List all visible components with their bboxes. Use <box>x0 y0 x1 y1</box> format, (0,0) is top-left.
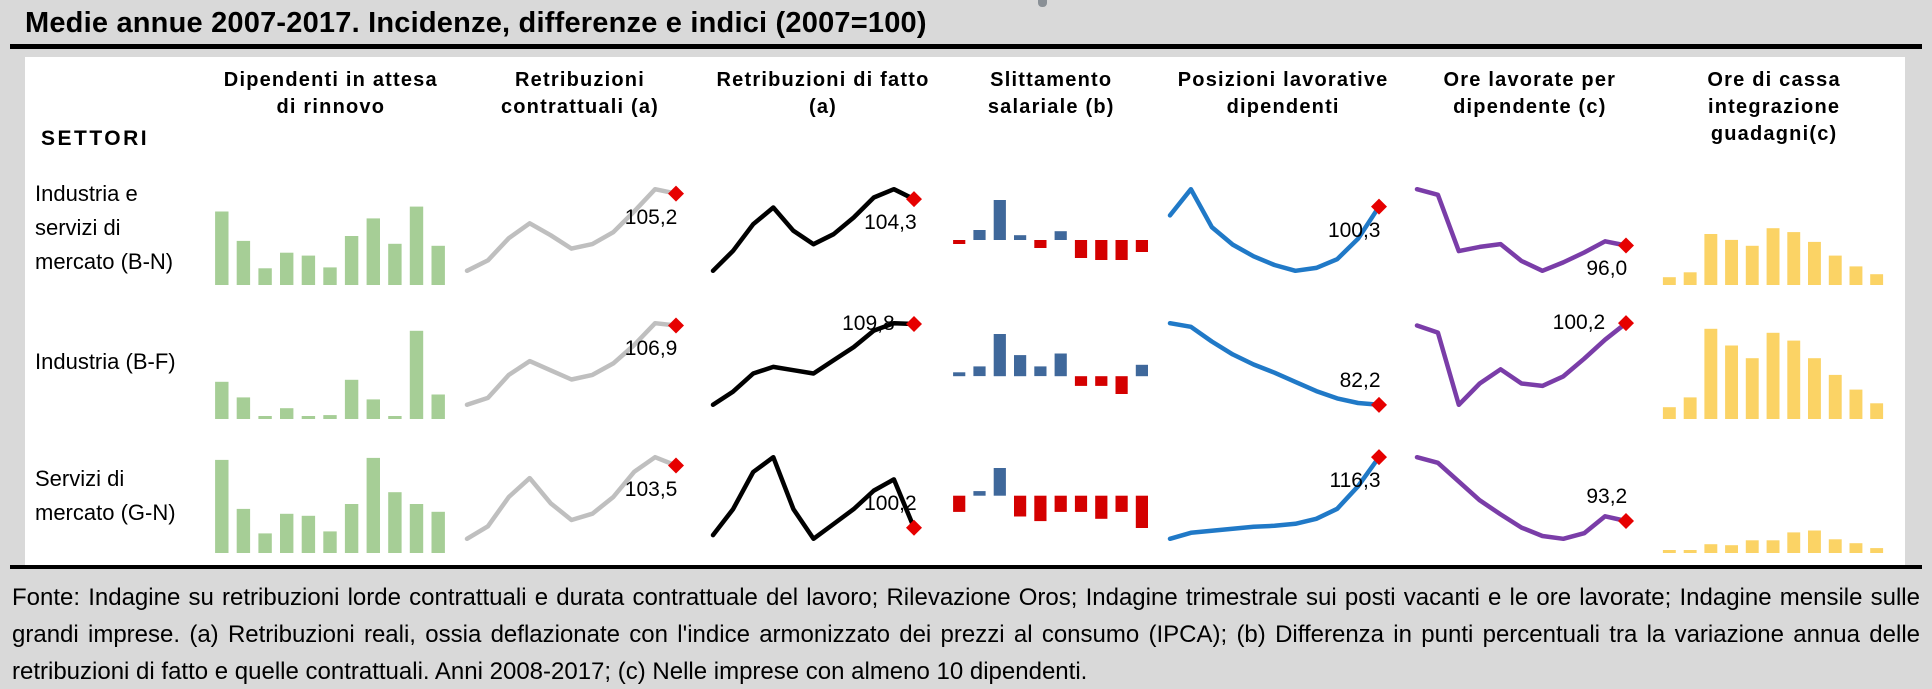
sparkline-cassa-integrazione-bf <box>1659 317 1887 419</box>
last-value-label: 93,2 <box>1586 484 1628 508</box>
chart-cell: 104,3 <box>703 161 942 295</box>
chart-cell: 103,5 <box>457 429 704 563</box>
chart-cell <box>205 161 457 295</box>
chart-cell <box>1653 429 1895 563</box>
footnote-text: Fonte: Indagine su retribuzioni lorde co… <box>12 584 1920 685</box>
page-title: Medie annue 2007-2017. Incidenze, differ… <box>25 7 927 39</box>
chart-cell <box>943 429 1160 563</box>
sparkline-dipendenti-rinnovo-gn <box>211 451 449 553</box>
column-header-retribuzioni-fatto: Retribuzioni di fatto (a) <box>716 69 930 118</box>
chart-cell <box>205 429 457 563</box>
sparkline-posizioni-lavorative-bn <box>1166 175 1399 285</box>
sparkline-table: SETTORI Dipendenti in attesa di rinnovo … <box>35 61 1895 565</box>
sparkline-slittamento-bf <box>949 325 1152 403</box>
chart-cell: 105,2 <box>457 161 704 295</box>
sparkline-posizioni-lavorative-gn <box>1166 443 1399 553</box>
last-value-label: 103,5 <box>624 477 678 501</box>
chart-cell <box>1653 161 1895 295</box>
sparkline-retribuzioni-fatto-bn <box>709 175 934 285</box>
column-header-cassa-integrazione: Ore di cassa integrazione guadagni(c) <box>1707 69 1841 145</box>
row-label-servizi-mercato-gn: Servizi di mercato (G-N) <box>35 466 176 525</box>
header-strip: Medie annue 2007-2017. Incidenze, differ… <box>0 0 1932 44</box>
sparkline-slittamento-gn <box>949 459 1152 537</box>
last-value-label: 105,2 <box>624 205 678 229</box>
column-header-ore-lavorate: Ore lavorate per dipendente (c) <box>1443 69 1617 118</box>
bottom-rule <box>10 565 1922 569</box>
chart-cell: 93,2 <box>1407 429 1654 563</box>
sparkline-retribuzioni-contrattuali-bf <box>463 309 696 419</box>
top-rule <box>10 44 1922 49</box>
sparkline-retribuzioni-contrattuali-gn <box>463 443 696 553</box>
row-label-industria-bf: Industria (B-F) <box>35 349 176 374</box>
column-header-slittamento-salariale: Slittamento salariale (b) <box>987 69 1115 118</box>
sparkline-retribuzioni-contrattuali-bn <box>463 175 696 285</box>
last-value-label: 106,9 <box>624 337 678 361</box>
sparkline-ore-lavorate-bf <box>1413 309 1646 419</box>
sparkline-retribuzioni-fatto-bf <box>709 309 934 419</box>
cropped-text-fragment <box>1038 0 1047 7</box>
last-value-label: 100,3 <box>1327 218 1381 242</box>
chart-cell <box>943 295 1160 429</box>
last-value-label: 109,8 <box>842 311 895 335</box>
sparkline-posizioni-lavorative-bf <box>1166 309 1399 419</box>
chart-cell <box>943 161 1160 295</box>
row-label-industria-servizi-mercato-bn: Industria e servizi di mercato (B-N) <box>35 181 174 274</box>
chart-cell: 116,3 <box>1160 429 1407 563</box>
chart-cell: 96,0 <box>1407 161 1654 295</box>
last-value-label: 100,2 <box>1552 311 1606 335</box>
sparkline-ore-lavorate-gn <box>1413 443 1646 553</box>
sparkline-cassa-integrazione-bn <box>1659 183 1887 285</box>
column-header-retribuzioni-contrattuali: Retribuzioni contrattuali (a) <box>500 69 660 118</box>
last-value-label: 104,3 <box>864 211 917 235</box>
last-value-label: 116,3 <box>1329 469 1381 493</box>
chart-cell <box>1653 295 1895 429</box>
sparkline-ore-lavorate-bn <box>1413 175 1646 285</box>
chart-cell: 100,2 <box>703 429 942 563</box>
chart-cell: 100,2 <box>1407 295 1654 429</box>
settori-header: SETTORI <box>41 127 150 150</box>
chart-cell: 106,9 <box>457 295 704 429</box>
column-header-posizioni-lavorative: Posizioni lavorative dipendenti <box>1177 69 1389 118</box>
sparkline-cassa-integrazione-gn <box>1659 451 1887 553</box>
last-value-label: 100,2 <box>864 491 917 515</box>
chart-panel: SETTORI Dipendenti in attesa di rinnovo … <box>25 57 1905 565</box>
sparkline-retribuzioni-fatto-gn <box>709 443 934 553</box>
chart-cell: 109,8 <box>703 295 942 429</box>
sparkline-dipendenti-rinnovo-bn <box>211 183 449 285</box>
chart-cell: 100,3 <box>1160 161 1407 295</box>
chart-cell: 82,2 <box>1160 295 1407 429</box>
chart-cell <box>205 295 457 429</box>
sparkline-slittamento-bn <box>949 191 1152 269</box>
column-header-dipendenti-attesa-rinnovo: Dipendenti in attesa di rinnovo <box>223 69 438 118</box>
sparkline-dipendenti-rinnovo-bf <box>211 317 449 419</box>
last-value-label: 96,0 <box>1586 257 1628 281</box>
last-value-label: 82,2 <box>1339 368 1381 392</box>
